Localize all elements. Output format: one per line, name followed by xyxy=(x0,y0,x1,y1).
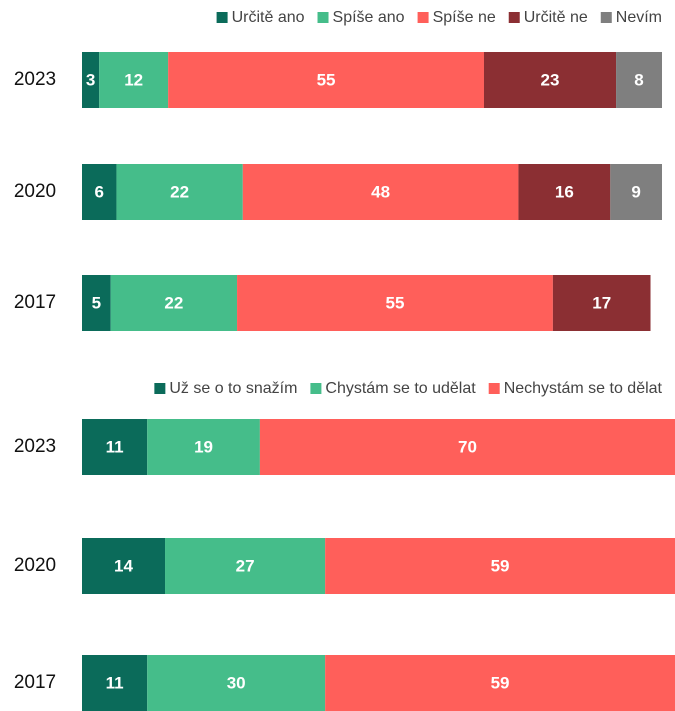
bar-segment xyxy=(259,419,675,475)
legend-label: Nevím xyxy=(616,9,662,26)
category-label: 2020 xyxy=(14,181,56,202)
value-label: 59 xyxy=(491,556,510,575)
value-label: 27 xyxy=(236,556,255,575)
bar-segment xyxy=(242,164,519,220)
value-label: 16 xyxy=(555,182,574,201)
legend-label: Spíše ano xyxy=(333,9,405,26)
legend-swatch xyxy=(310,383,322,394)
legend-swatch xyxy=(600,12,612,23)
value-label: 3 xyxy=(86,70,95,89)
bar-segment xyxy=(237,275,553,331)
legend-swatch xyxy=(154,383,166,394)
bar-segment xyxy=(99,52,169,108)
value-label: 8 xyxy=(634,70,643,89)
legend-label: Určitě ne xyxy=(524,9,588,26)
legend-label: Nechystám se to dělat xyxy=(504,380,663,397)
value-label: 19 xyxy=(194,437,213,456)
bar-segment xyxy=(168,52,484,108)
value-label: 9 xyxy=(631,182,640,201)
bar-segment xyxy=(82,419,148,475)
category-label: 2020 xyxy=(14,555,56,576)
value-label: 48 xyxy=(371,182,390,201)
value-label: 55 xyxy=(386,293,405,312)
bar-segment xyxy=(165,538,326,594)
legend-label: Spíše ne xyxy=(433,9,496,26)
bar-segment xyxy=(147,419,260,475)
value-label: 14 xyxy=(114,556,133,575)
value-label: 23 xyxy=(541,70,560,89)
value-label: 12 xyxy=(124,70,143,89)
legend-swatch xyxy=(317,12,329,23)
bar-segment xyxy=(82,164,117,220)
category-label: 2023 xyxy=(14,69,56,90)
bar-segment xyxy=(82,275,111,331)
legend-label: Určitě ano xyxy=(232,9,305,26)
value-label: 22 xyxy=(170,182,189,201)
bar-segment xyxy=(610,164,662,220)
legend-swatch xyxy=(216,12,228,23)
legend-label: Už se o to snažím xyxy=(169,380,297,397)
value-label: 11 xyxy=(106,437,124,456)
value-label: 22 xyxy=(164,293,183,312)
value-label: 6 xyxy=(94,182,103,201)
value-label: 59 xyxy=(491,673,510,692)
category-label: 2017 xyxy=(14,672,56,693)
bar-segment xyxy=(325,655,675,711)
bar-segment xyxy=(82,655,148,711)
legend-swatch xyxy=(417,12,429,23)
value-label: 70 xyxy=(458,437,477,456)
bar-segment xyxy=(147,655,326,711)
bar-segment xyxy=(110,275,238,331)
value-label: 30 xyxy=(227,673,246,692)
bar-segment xyxy=(325,538,675,594)
bar-segment xyxy=(82,52,100,108)
bar-segment xyxy=(116,164,243,220)
value-label: 17 xyxy=(592,293,611,312)
bar-segment xyxy=(82,538,166,594)
category-label: 2023 xyxy=(14,436,56,457)
value-label: 11 xyxy=(106,673,124,692)
bar-segment xyxy=(616,52,662,108)
legend-swatch xyxy=(508,12,520,23)
value-label: 5 xyxy=(92,293,101,312)
bar-segment xyxy=(483,52,617,108)
legend-swatch xyxy=(488,383,500,394)
category-label: 2017 xyxy=(14,292,56,313)
value-label: 55 xyxy=(317,70,336,89)
bar-segment xyxy=(552,275,651,331)
legend-label: Chystám se to udělat xyxy=(325,380,476,397)
bar-segment xyxy=(518,164,611,220)
